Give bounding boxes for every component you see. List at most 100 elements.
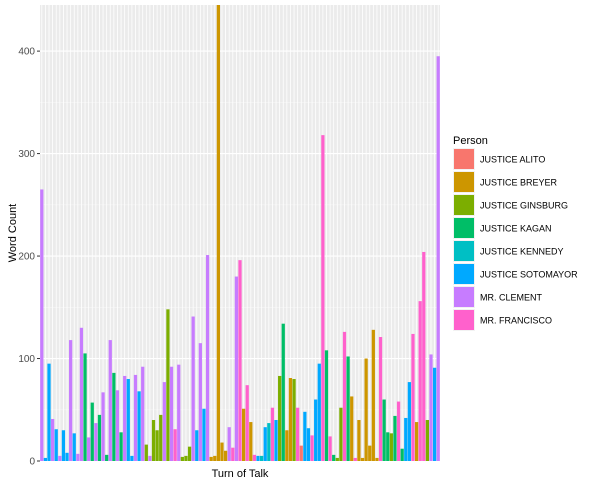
x-axis-title: Turn of Talk: [212, 468, 269, 480]
bar: [241, 408, 246, 461]
bar: [411, 333, 415, 461]
bar: [169, 366, 174, 461]
bar: [360, 457, 365, 461]
bar: [97, 414, 102, 461]
bar: [414, 422, 419, 461]
bar: [61, 430, 66, 461]
bar: [285, 430, 289, 461]
bar: [79, 327, 84, 461]
bar: [216, 5, 220, 461]
bar: [90, 402, 94, 461]
bar: [223, 450, 228, 461]
bar: [324, 350, 329, 461]
bar: [350, 396, 354, 461]
bar: [205, 255, 210, 461]
bar: [335, 457, 339, 461]
y-tick-label: 100: [18, 354, 35, 365]
bar: [108, 340, 112, 461]
bar: [346, 356, 350, 461]
y-tick-label: 400: [18, 47, 35, 58]
bar: [404, 417, 408, 461]
bar: [101, 392, 105, 461]
bar: [353, 457, 357, 461]
legend-label: JUSTICE BREYER: [480, 178, 558, 188]
bar: [368, 445, 372, 461]
legend-label: MR. FRANCISCO: [480, 316, 552, 326]
bar: [317, 363, 321, 461]
bar: [141, 366, 145, 461]
bar: [245, 385, 249, 461]
y-axis-title: Word Count: [7, 204, 19, 263]
bar: [173, 429, 177, 461]
bar: [328, 436, 332, 461]
bar: [151, 420, 156, 461]
bar: [43, 457, 48, 461]
legend-label: MR. CLEMENT: [480, 293, 543, 303]
bar: [263, 427, 267, 461]
legend-swatch: [454, 149, 474, 169]
legend-swatch: [454, 172, 474, 192]
bar: [112, 372, 116, 461]
y-tick-label: 300: [18, 149, 35, 160]
bar: [47, 363, 51, 461]
bar: [180, 456, 184, 461]
bar: [306, 428, 311, 461]
bar: [76, 453, 80, 461]
bar: [130, 455, 134, 461]
bar: [58, 455, 62, 461]
bar: [195, 430, 199, 461]
bar: [389, 433, 393, 461]
bar: [314, 399, 318, 461]
legend-label: JUSTICE ALITO: [480, 155, 545, 165]
legend-swatch: [454, 310, 474, 330]
bar: [256, 455, 260, 461]
bar: [278, 375, 282, 461]
bar: [133, 374, 138, 461]
bar: [54, 429, 58, 461]
bar: [342, 331, 347, 461]
legend-swatch: [454, 218, 474, 238]
bar: [83, 353, 87, 461]
bar: [357, 420, 361, 461]
bar: [162, 382, 166, 461]
bar: [238, 260, 242, 461]
legend-title: Person: [453, 135, 488, 147]
bar: [69, 340, 73, 461]
bar: [396, 401, 401, 461]
legend: JUSTICE ALITO JUSTICE BREYER JUSTICE GINSB…: [453, 148, 578, 331]
bar: [270, 407, 275, 461]
legend-label: JUSTICE KAGAN: [480, 224, 552, 234]
bar: [119, 432, 123, 461]
bar: [249, 422, 253, 461]
bar: [292, 379, 296, 461]
bar: [40, 189, 44, 461]
y-tick-label: 200: [18, 252, 35, 263]
bar: [87, 437, 91, 461]
bar: [364, 358, 368, 461]
bar: [155, 430, 159, 461]
bar: [418, 301, 422, 461]
bar: [148, 455, 152, 461]
bar: [198, 343, 202, 461]
bar: [209, 456, 213, 461]
bar: [123, 375, 127, 461]
bar: [321, 135, 325, 461]
bar: [159, 414, 163, 461]
bar: [339, 407, 343, 461]
bar: [260, 455, 264, 461]
bar: [375, 457, 379, 461]
bar: [274, 420, 278, 461]
bar: [332, 454, 336, 461]
bar: [296, 407, 300, 461]
y-tick-label: 0: [29, 457, 35, 468]
bar: [303, 411, 307, 461]
bar: [184, 455, 188, 461]
bar: [281, 323, 285, 461]
bar: [220, 442, 224, 461]
legend-swatch: [454, 195, 474, 215]
bar: [371, 329, 375, 461]
bar: [227, 427, 231, 461]
bar: [65, 452, 69, 461]
bar: [94, 423, 98, 461]
bar: [202, 408, 206, 461]
